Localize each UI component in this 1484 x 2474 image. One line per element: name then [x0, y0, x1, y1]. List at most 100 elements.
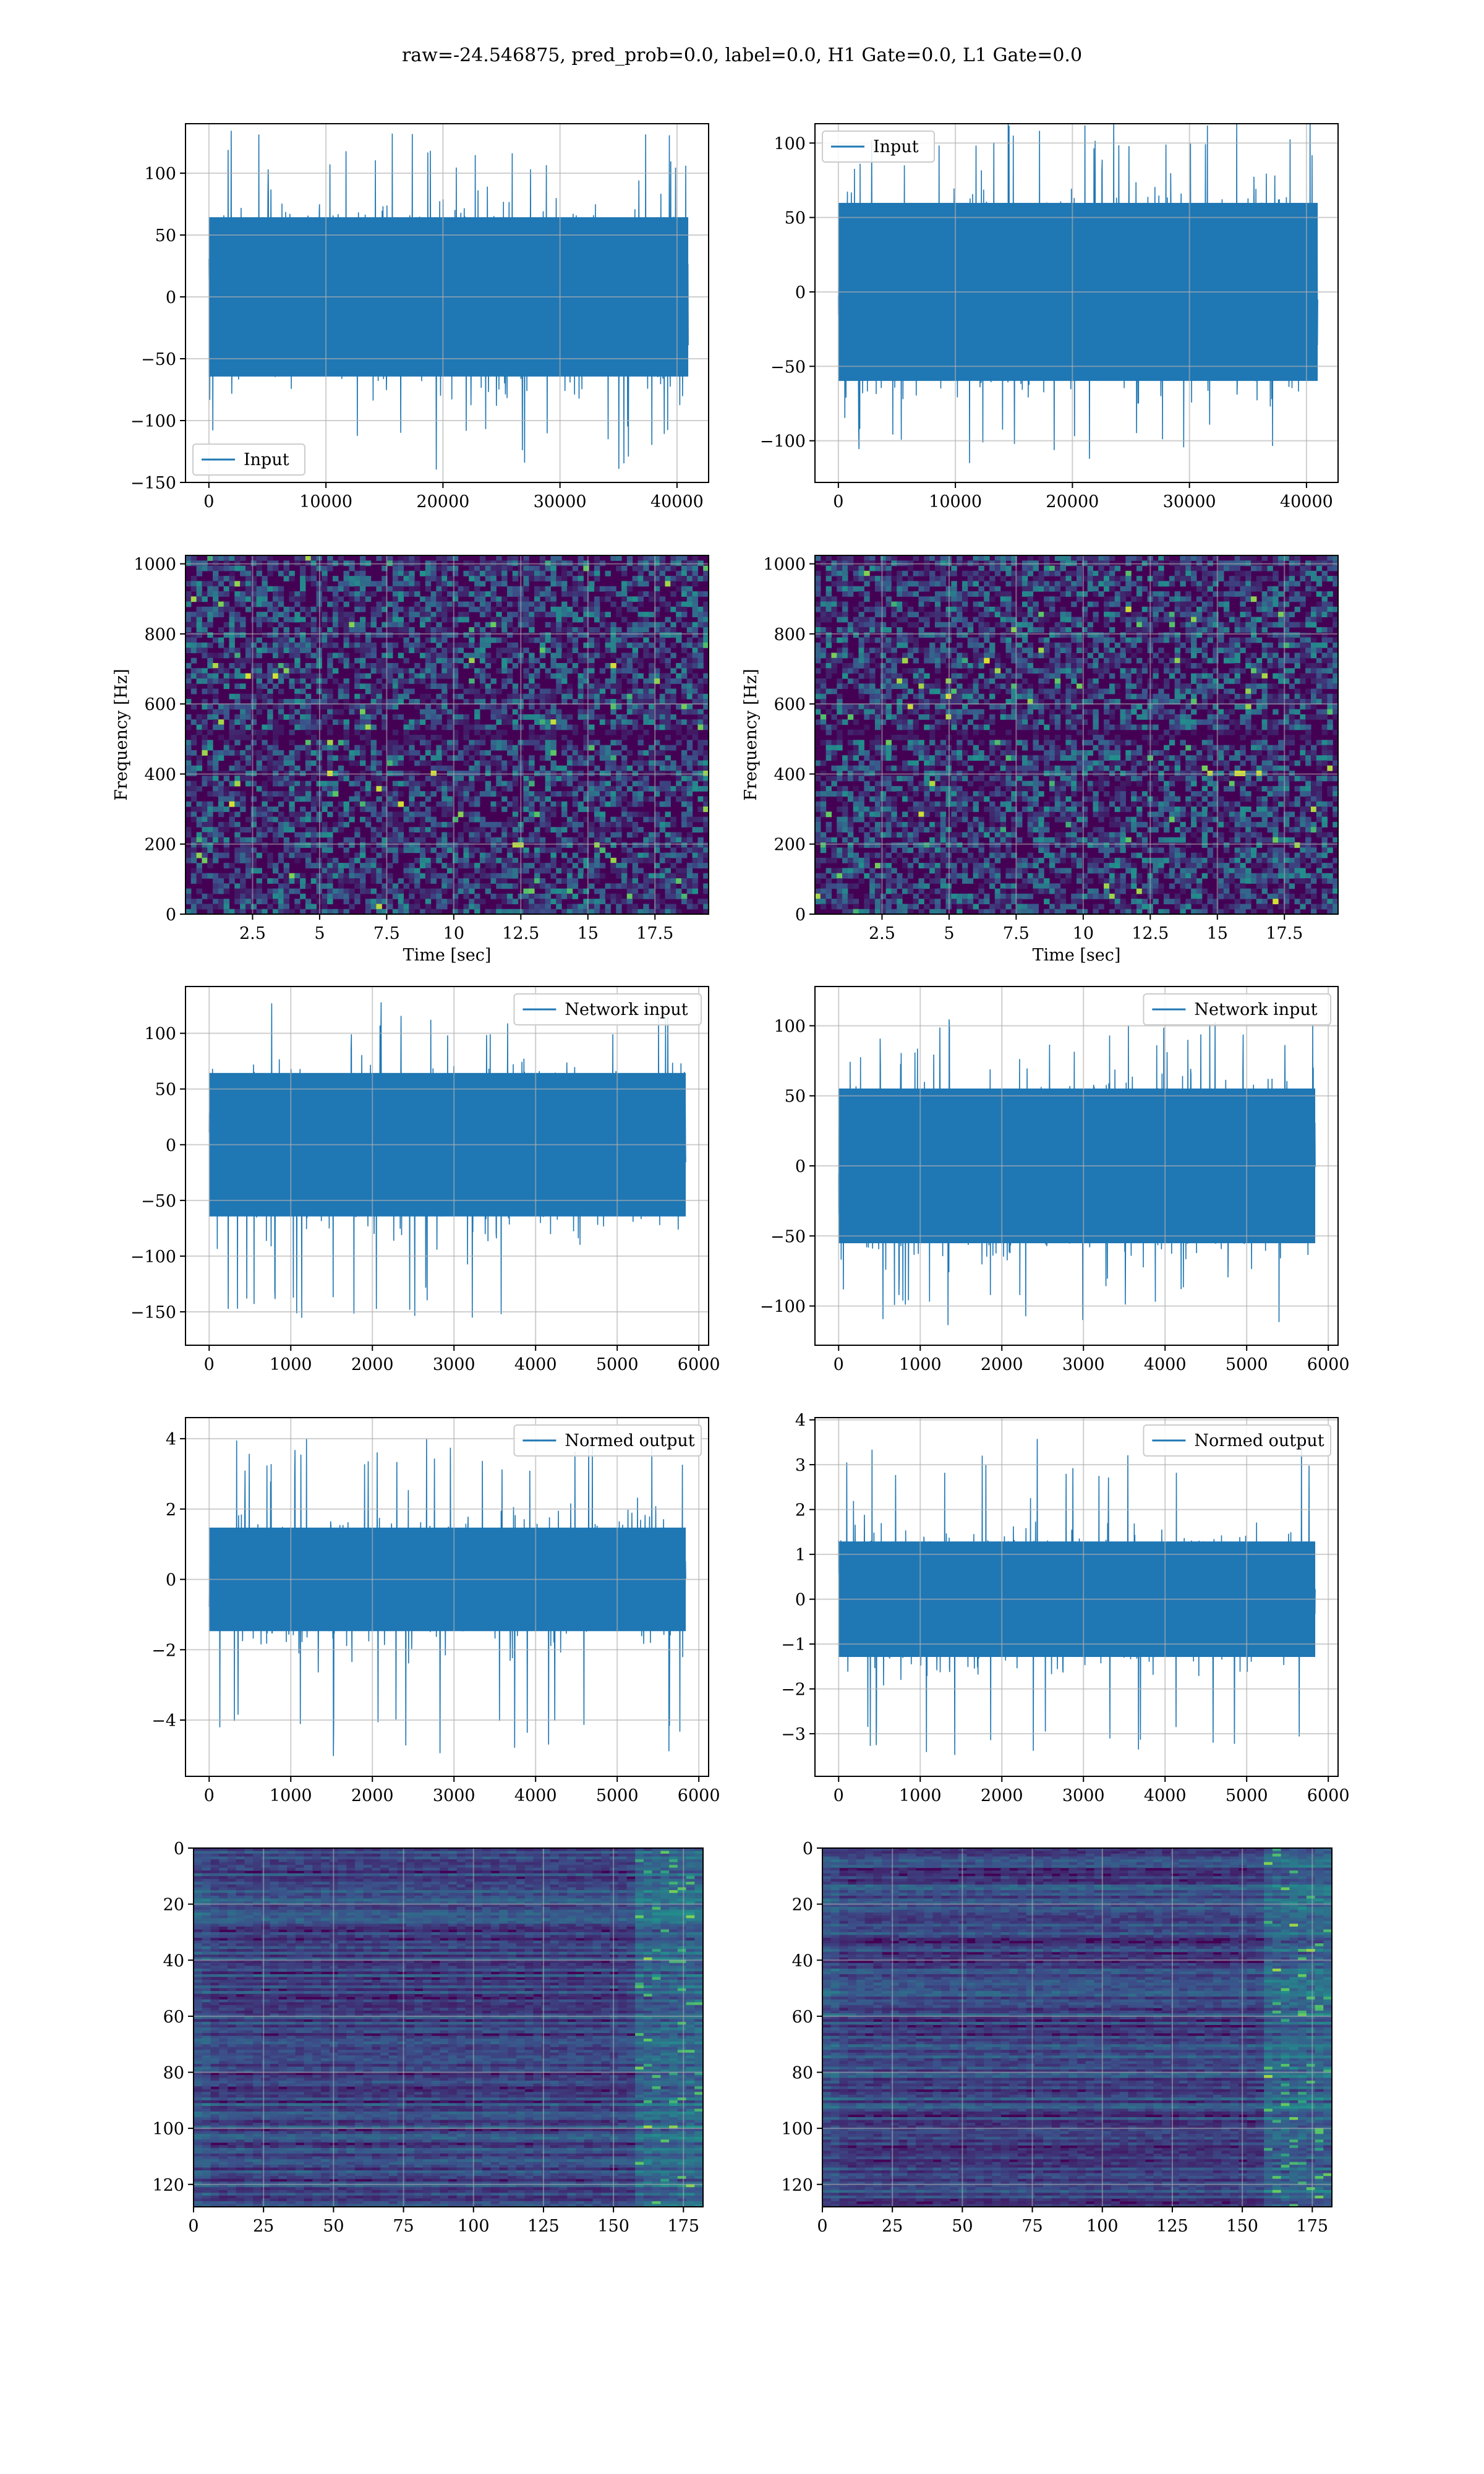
x-tick-label: 6000	[678, 1355, 720, 1374]
x-tick-label: 15	[1207, 924, 1228, 943]
y-tick-label: 120	[152, 2176, 184, 2195]
x-tick-label: 25	[253, 2217, 274, 2236]
axes-frame	[814, 555, 1339, 915]
legend-label: Network input	[1194, 1000, 1317, 1019]
heatmap-cells	[822, 1848, 1332, 2207]
y-tick-label: 2	[795, 1501, 806, 1520]
y-tick-label: −2	[781, 1680, 806, 1700]
y-tick-label: 0	[174, 1839, 184, 1859]
x-tick-label: 100	[1086, 2217, 1119, 2236]
y-tick-label: 0	[166, 905, 176, 925]
legend-label: Input	[873, 137, 919, 156]
x-tick-label: 0	[204, 1355, 215, 1374]
x-tick-label: 2.5	[869, 924, 895, 943]
axes-frame	[814, 123, 1339, 483]
y-tick-label: 200	[774, 836, 806, 855]
x-tick-label: 10000	[299, 492, 352, 511]
x-tick-label: 20000	[1046, 492, 1099, 511]
x-tick-label: 125	[1156, 2217, 1188, 2236]
x-tick-label: 0	[188, 2217, 198, 2236]
x-tick-label: 5000	[1226, 1355, 1268, 1374]
y-tick-label: 40	[163, 1951, 184, 1971]
legend: Network input	[1143, 993, 1332, 1025]
y-tick-label: 800	[774, 625, 806, 644]
y-tick-label: 400	[144, 765, 176, 784]
x-tick-label: 2000	[351, 1786, 394, 1805]
x-tick-label: 7.5	[1003, 924, 1030, 943]
legend-label: Network input	[565, 1000, 688, 1019]
x-tick-label: 2000	[351, 1355, 394, 1374]
x-tick-label: 1000	[270, 1786, 312, 1805]
y-tick-label: 0	[795, 1591, 806, 1610]
chart-spectrogram-left: 2.5 5 7.5 10 12.5 15 17.5 0 200 400 600 800 1000 Time…	[112, 555, 709, 965]
y-tick-label: 20	[792, 1896, 813, 1915]
y-tick-label: −100	[130, 1248, 176, 1267]
x-tick-label: 10	[443, 924, 464, 943]
axes-frame	[814, 1417, 1339, 1777]
y-tick-label: 400	[774, 765, 806, 784]
axes-frame	[185, 555, 709, 915]
chart-network-input-left: 0 1000 2000 3000 4000 5000 6000 −150 −100 −50 0 50 1…	[130, 986, 720, 1374]
x-tick-label: 6000	[1307, 1786, 1350, 1805]
chart-feature-map-right: 0 25 50 75 100 125 150 175 0 20 40 60 80 100 120	[781, 1839, 1333, 2236]
x-tick-label: 75	[1021, 2217, 1043, 2236]
y-tick-label: 50	[785, 1087, 806, 1106]
y-tick-label: 0	[166, 288, 176, 307]
x-tick-label: 7.5	[373, 924, 400, 943]
y-tick-label: 0	[795, 1157, 806, 1176]
y-tick-label: −50	[770, 357, 806, 377]
x-tick-label: 17.5	[636, 924, 673, 943]
x-tick-label: 4000	[1144, 1786, 1187, 1805]
y-tick-label: −3	[781, 1725, 806, 1744]
y-axis-label: Frequency [Hz]	[112, 669, 131, 800]
chart-input-right: 0 10000 20000 30000 40000 −100 −50 0 50 100 Input	[760, 123, 1339, 511]
y-tick-label: 200	[144, 836, 176, 855]
y-tick-label: 120	[781, 2176, 813, 2195]
x-tick-label: 0	[834, 1355, 844, 1374]
axes-frame	[193, 1847, 704, 2207]
x-tick-label: 10	[1073, 924, 1094, 943]
x-tick-label: 150	[597, 2217, 629, 2236]
x-tick-label: 0	[817, 2217, 827, 2236]
y-tick-label: 1	[795, 1546, 806, 1565]
y-tick-label: 0	[803, 1839, 813, 1859]
x-tick-label: 5000	[1226, 1786, 1268, 1805]
gridlines	[186, 124, 709, 483]
y-axis-label: Frequency [Hz]	[741, 669, 761, 800]
x-tick-label: 3000	[1062, 1355, 1105, 1374]
x-tick-label: 30000	[534, 492, 587, 511]
x-tick-label: 30000	[1163, 492, 1216, 511]
y-tick-label: 0	[166, 1571, 176, 1590]
x-tick-label: 50	[323, 2217, 344, 2236]
gridlines	[186, 987, 709, 1345]
legend-label: Input	[244, 450, 289, 469]
y-tick-label: 100	[781, 2120, 813, 2139]
y-tick-label: 3	[795, 1456, 806, 1475]
x-tick-label: 0	[204, 1786, 215, 1805]
x-tick-label: 50	[952, 2217, 973, 2236]
axes-frame	[822, 1847, 1333, 2207]
y-tick-label: −1	[781, 1635, 806, 1654]
x-tick-label: 5	[944, 924, 954, 943]
x-tick-label: 0	[833, 492, 843, 511]
y-tick-label: −100	[760, 432, 806, 452]
x-tick-label: 1000	[899, 1355, 942, 1374]
y-tick-label: −50	[141, 1192, 176, 1211]
x-tick-label: 0	[203, 492, 214, 511]
x-tick-label: 17.5	[1266, 924, 1303, 943]
legend: Normed output	[513, 1424, 702, 1457]
y-tick-label: 800	[144, 625, 176, 644]
y-tick-label: −2	[151, 1641, 176, 1660]
heatmap-cells	[194, 1848, 703, 2207]
axes-frame	[185, 123, 709, 483]
y-tick-label: −100	[130, 412, 176, 431]
x-tick-label: 175	[668, 2217, 700, 2236]
legend-label: Normed output	[1194, 1431, 1324, 1450]
x-tick-label: 40000	[1280, 492, 1333, 511]
y-tick-label: 4	[795, 1411, 806, 1431]
chart-network-input-right: 0 1000 2000 3000 4000 5000 6000 −100 −50 0 50 100 Ne…	[760, 986, 1350, 1374]
legend: Network input	[513, 993, 702, 1025]
x-tick-label: 5000	[596, 1786, 639, 1805]
y-tick-label: 0	[795, 283, 806, 302]
